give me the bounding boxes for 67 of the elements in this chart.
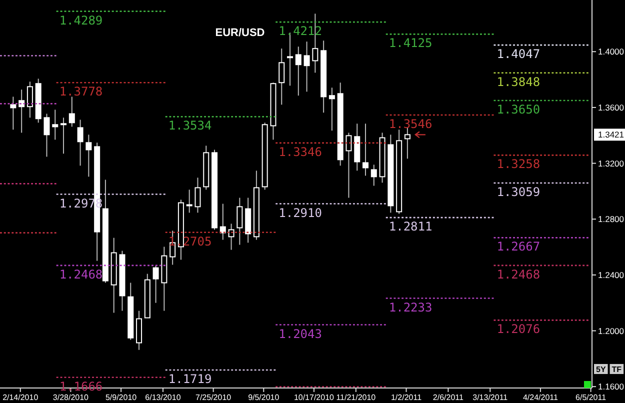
annotation: 1.3534	[168, 118, 212, 133]
y-tick-label: 1.3200	[598, 158, 624, 168]
x-tick-label: 9/5/2010	[248, 393, 280, 402]
annotation: 1.2811	[388, 220, 432, 234]
annotation: 1.3848	[496, 74, 540, 89]
x-tick-label: 6/5/2011	[576, 393, 607, 402]
y-tick-label: 1.1600	[598, 382, 624, 392]
candlestick	[304, 41, 310, 92]
x-tick-label: 4/24/2011	[522, 393, 559, 402]
y-tick-label: 1.4000	[598, 46, 624, 57]
y-tick-label: 1.2400	[598, 270, 624, 280]
candlestick	[152, 265, 159, 304]
text: 1.3421	[598, 130, 624, 140]
x-tick-label: 5/9/2010	[105, 393, 138, 402]
candlestick	[186, 189, 192, 214]
x-tick-label: 6/13/2010	[145, 393, 182, 402]
x-tick-label: 7/25/2010	[196, 393, 232, 402]
annotation: 1.4125	[388, 36, 432, 50]
candlestick	[86, 134, 92, 178]
annotation: 1.2076	[496, 322, 540, 336]
annotation: 1.2233	[388, 300, 432, 314]
annotation: 1.3059	[496, 184, 540, 199]
x-tick-label: 11/21/2010	[336, 393, 376, 402]
y-tick-label: 1.2000	[598, 326, 624, 336]
candlestick	[68, 96, 75, 128]
candlestick	[60, 117, 67, 154]
candlestick	[370, 164, 377, 186]
candlestick	[18, 89, 25, 134]
x-tick-label: 2/6/2011	[432, 393, 464, 402]
annotation: 1.2468	[496, 267, 540, 282]
x-tick-label: 3/13/2011	[472, 393, 508, 402]
candlestick	[295, 46, 302, 96]
text: TF	[612, 365, 622, 374]
x-tick-label: 3/28/2010	[52, 393, 90, 402]
annotation: 1.3650	[496, 102, 540, 116]
candlestick	[10, 96, 16, 130]
y-tick-label: 1.2800	[598, 214, 624, 224]
candlestick	[362, 123, 369, 176]
candlestick	[52, 109, 58, 140]
candlestick	[194, 177, 201, 214]
x-tick-label: 2/14/2010	[2, 393, 39, 402]
candlestick	[404, 127, 410, 160]
candlestick	[346, 132, 352, 198]
x-tick-label: 10/17/2010	[294, 393, 335, 402]
annotation: 1.2043	[278, 326, 322, 341]
text: EUR/USD	[215, 27, 265, 39]
annotation: 1.3778	[59, 84, 103, 99]
annotation: 1.4289	[59, 13, 103, 28]
candlestick	[228, 223, 234, 250]
annotation: 1.3258	[496, 157, 540, 172]
annotation: 1.4047	[496, 47, 540, 62]
candlestick	[278, 48, 285, 106]
annotation: 1.3546	[388, 117, 432, 132]
candlestick	[44, 113, 50, 158]
annotation: 1.3346	[278, 144, 322, 159]
annotation: 1.2667	[496, 240, 540, 254]
x-tick-label: 1/2/2011	[390, 393, 422, 402]
candlestick	[236, 197, 243, 246]
candlestick	[220, 203, 226, 240]
y-tick-label: 1.3600	[598, 102, 624, 112]
candlestick	[77, 119, 84, 166]
candlestick	[26, 81, 33, 118]
text: 5Y	[596, 365, 606, 374]
annotation: 1.1719	[168, 372, 212, 386]
candlestick	[328, 87, 335, 132]
annotation: 1.2468	[59, 267, 103, 282]
annotation: 1.2910	[278, 206, 322, 220]
